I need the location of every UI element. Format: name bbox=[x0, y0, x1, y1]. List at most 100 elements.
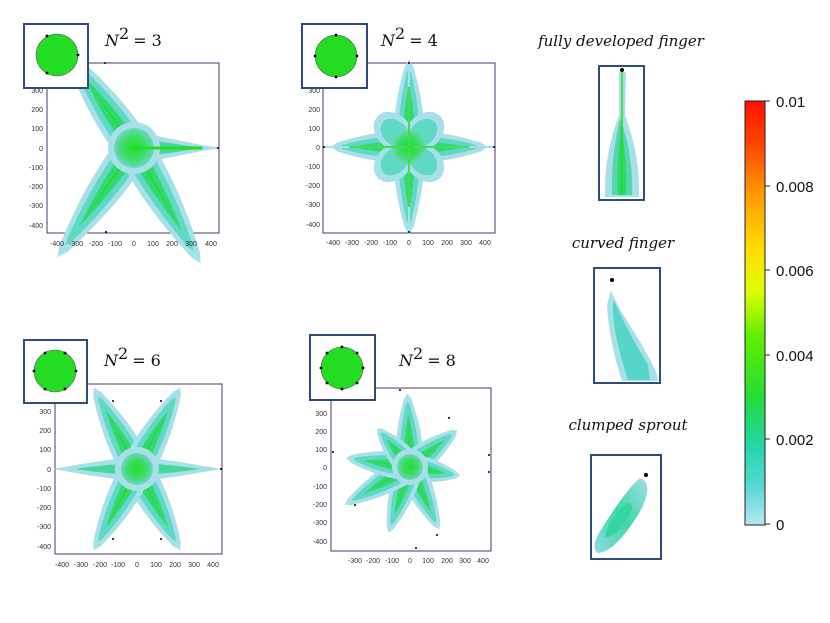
caption-fully-developed: fully developed finger bbox=[537, 32, 705, 50]
x-tick: -100 bbox=[385, 558, 399, 565]
y-tick: 300 bbox=[308, 88, 320, 95]
inset-clumped-sprout bbox=[590, 454, 662, 560]
y-tick: 200 bbox=[39, 428, 51, 435]
x-tick: -200 bbox=[93, 562, 107, 569]
x-tick: 400 bbox=[207, 562, 219, 569]
x-tick: 400 bbox=[477, 558, 489, 565]
y-tick: 100 bbox=[308, 126, 320, 133]
y-tick: -300 bbox=[29, 203, 43, 210]
inset-curved-finger bbox=[593, 267, 661, 384]
x-ticks: -400 -300 -200 -100 0 100 200 300 400 bbox=[55, 562, 219, 569]
y-tick: 200 bbox=[315, 429, 327, 436]
x-tick: 200 bbox=[441, 240, 453, 247]
x-tick: 100 bbox=[422, 558, 434, 565]
panel-n3: 300 200 100 0 -100 -200 -300 -400 -400 -… bbox=[23, 23, 220, 273]
y-tick: -200 bbox=[29, 184, 43, 191]
y-tick: -100 bbox=[29, 165, 43, 172]
x-tick: -200 bbox=[89, 241, 103, 248]
y-tick: -300 bbox=[313, 520, 327, 527]
y-tick: 300 bbox=[31, 88, 43, 95]
x-ticks: -400 -300 -200 -100 0 100 200 300 400 bbox=[50, 241, 217, 248]
y-tick: -100 bbox=[313, 484, 327, 491]
y-tick: -200 bbox=[37, 505, 51, 512]
y-tick: -300 bbox=[37, 524, 51, 531]
y-tick: 0 bbox=[39, 146, 43, 153]
caption-clumped: clumped sprout bbox=[568, 416, 688, 434]
colorbar-tick: 0.008 bbox=[776, 179, 814, 196]
pattern-n4 bbox=[325, 59, 493, 235]
colorbar: 0.01 0.008 0.006 0.004 0.002 0 bbox=[744, 94, 814, 534]
x-tick: 200 bbox=[441, 558, 453, 565]
pattern-n6 bbox=[52, 380, 222, 558]
x-tick: 400 bbox=[205, 241, 217, 248]
panel-n6: 300 200 100 0 -100 -200 -300 -400 -400 -… bbox=[23, 339, 223, 569]
tip-markers bbox=[323, 62, 495, 233]
colorbar-tick: 0 bbox=[776, 517, 784, 534]
x-tick: 300 bbox=[188, 562, 200, 569]
tip-markers bbox=[112, 400, 222, 540]
equation-n4: N2 = 4 bbox=[380, 24, 438, 50]
colorbar-tick: 0.002 bbox=[776, 432, 814, 449]
x-tick: 400 bbox=[479, 240, 491, 247]
y-tick: 100 bbox=[31, 126, 43, 133]
pattern-n3 bbox=[42, 39, 220, 273]
y-tick: -400 bbox=[37, 544, 51, 551]
equation-n6: N2 = 6 bbox=[103, 344, 161, 370]
x-tick: 200 bbox=[166, 241, 178, 248]
y-ticks: 300 200 100 0 -100 -200 -300 -400 bbox=[306, 88, 320, 229]
y-ticks: 300 200 100 0 -100 -200 -300 -400 bbox=[29, 88, 43, 230]
y-tick: 200 bbox=[31, 107, 43, 114]
y-tick: -400 bbox=[313, 539, 327, 546]
x-tick: 200 bbox=[169, 562, 181, 569]
y-tick: 100 bbox=[39, 447, 51, 454]
inset-fully-developed-finger bbox=[598, 65, 645, 201]
panel-n8: 300 200 100 0 -100 -200 -300 -400 -300 -… bbox=[309, 334, 492, 565]
x-tick: 100 bbox=[150, 562, 162, 569]
x-tick: -300 bbox=[69, 241, 83, 248]
y-tick: -400 bbox=[306, 222, 320, 229]
x-tick: 100 bbox=[147, 241, 159, 248]
y-tick: 300 bbox=[315, 411, 327, 418]
x-tick: -300 bbox=[74, 562, 88, 569]
x-tick: -300 bbox=[348, 558, 362, 565]
x-tick: -300 bbox=[345, 240, 359, 247]
x-tick: -100 bbox=[108, 241, 122, 248]
tip-markers bbox=[332, 389, 490, 549]
y-tick: 0 bbox=[323, 465, 327, 472]
x-tick: -400 bbox=[326, 240, 340, 247]
colorbar-tick: 0.01 bbox=[776, 94, 805, 111]
x-tick: -400 bbox=[55, 562, 69, 569]
x-tick: 0 bbox=[407, 240, 411, 247]
x-tick: 0 bbox=[132, 241, 136, 248]
equation-n3: N2 = 3 bbox=[104, 24, 162, 50]
y-tick: 0 bbox=[316, 145, 320, 152]
x-ticks: -400 -300 -200 -100 0 100 200 300 400 bbox=[326, 240, 491, 247]
x-tick: 300 bbox=[185, 241, 197, 248]
equation-n8: N2 = 8 bbox=[398, 344, 456, 370]
y-tick: 300 bbox=[39, 409, 51, 416]
caption-curved: curved finger bbox=[572, 234, 675, 252]
y-tick: -400 bbox=[29, 223, 43, 230]
y-tick: -200 bbox=[313, 502, 327, 509]
x-tick: -200 bbox=[364, 240, 378, 247]
x-tick: -100 bbox=[383, 240, 397, 247]
x-tick: 300 bbox=[459, 558, 471, 565]
inset-n8 bbox=[309, 334, 376, 401]
y-tick: 100 bbox=[315, 447, 327, 454]
x-ticks: -300 -200 -100 0 100 200 300 400 bbox=[348, 558, 489, 565]
colorbar-tick: 0.006 bbox=[776, 263, 814, 280]
y-tick: -300 bbox=[306, 202, 320, 209]
y-tick: -100 bbox=[37, 486, 51, 493]
y-tick: -200 bbox=[306, 183, 320, 190]
y-tick: -100 bbox=[306, 164, 320, 171]
x-tick: 100 bbox=[422, 240, 434, 247]
x-tick: -100 bbox=[111, 562, 125, 569]
pattern-n8 bbox=[337, 392, 466, 537]
y-tick: 200 bbox=[308, 107, 320, 114]
tip-markers bbox=[104, 62, 219, 233]
inset-n3 bbox=[23, 23, 89, 89]
x-tick: -400 bbox=[50, 241, 64, 248]
x-tick: 0 bbox=[408, 558, 412, 565]
x-tick: 0 bbox=[135, 562, 139, 569]
